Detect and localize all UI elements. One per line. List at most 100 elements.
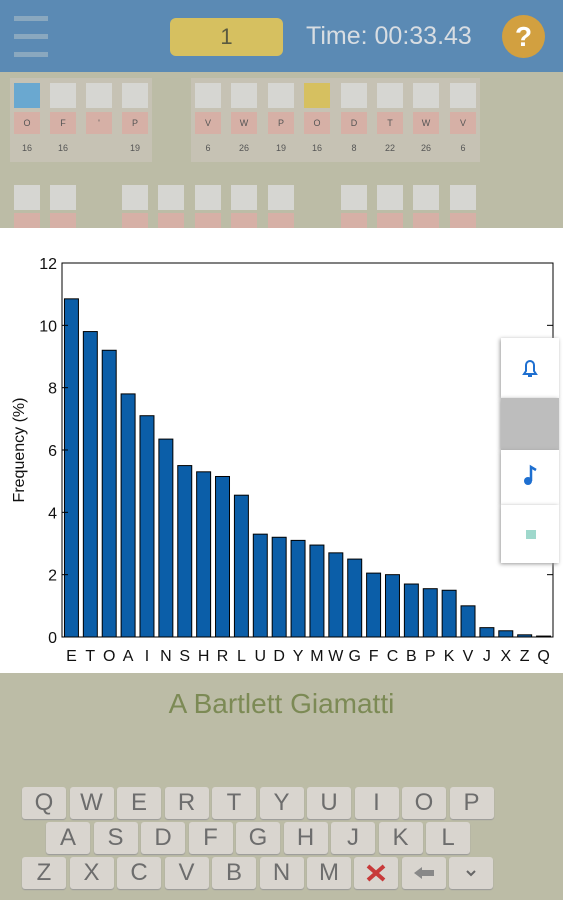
tile-input[interactable] bbox=[195, 185, 221, 210]
tile-input[interactable] bbox=[413, 185, 439, 210]
key[interactable]: V bbox=[164, 857, 209, 889]
key[interactable]: E bbox=[117, 787, 161, 819]
tile-letter: F bbox=[50, 112, 76, 134]
music-button[interactable] bbox=[501, 450, 559, 505]
bar bbox=[422, 588, 438, 638]
delete-key[interactable] bbox=[354, 857, 398, 889]
bar bbox=[479, 627, 495, 638]
m-button[interactable] bbox=[501, 505, 559, 563]
tile-letter: V bbox=[195, 112, 221, 134]
x-tick-label: U bbox=[255, 648, 267, 665]
tile-input[interactable] bbox=[341, 83, 367, 108]
x-tick-label: T bbox=[85, 648, 95, 665]
tile-input[interactable] bbox=[122, 83, 148, 108]
key[interactable]: S bbox=[93, 822, 138, 854]
tile-input[interactable] bbox=[413, 83, 439, 108]
x-tick-label: J bbox=[483, 648, 491, 665]
key[interactable]: L bbox=[426, 822, 470, 854]
key[interactable]: W bbox=[69, 787, 114, 819]
key[interactable]: Q bbox=[22, 787, 66, 819]
tile-input[interactable] bbox=[231, 185, 257, 210]
key[interactable]: U bbox=[307, 787, 351, 819]
key[interactable]: M bbox=[307, 857, 351, 889]
key[interactable]: Y bbox=[259, 787, 304, 819]
key[interactable]: B bbox=[212, 857, 256, 889]
key[interactable]: H bbox=[283, 822, 328, 854]
backspace-key[interactable] bbox=[402, 857, 446, 889]
x-tick-label: V bbox=[463, 648, 474, 665]
tile-input[interactable] bbox=[86, 83, 112, 108]
tile-letter: ' bbox=[86, 112, 112, 134]
key[interactable]: T bbox=[212, 787, 256, 819]
tile-input[interactable] bbox=[231, 83, 257, 108]
bar bbox=[120, 393, 136, 638]
tile-number: 26 bbox=[238, 143, 249, 153]
key[interactable]: N bbox=[259, 857, 304, 889]
key[interactable]: F bbox=[188, 822, 233, 854]
bar bbox=[366, 572, 382, 638]
y-tick-label: 2 bbox=[48, 568, 57, 585]
bell-button[interactable] bbox=[501, 338, 559, 398]
x-tick-label: H bbox=[198, 648, 210, 665]
y-tick-label: 8 bbox=[48, 381, 57, 398]
key[interactable]: K bbox=[378, 822, 423, 854]
tile-input[interactable] bbox=[14, 185, 40, 210]
tile-input[interactable] bbox=[195, 83, 221, 108]
m-icon bbox=[526, 530, 536, 539]
key[interactable]: P bbox=[449, 787, 494, 819]
menu-button[interactable] bbox=[14, 14, 48, 58]
tile-input[interactable] bbox=[14, 83, 40, 108]
x-tick-label: Z bbox=[520, 648, 530, 665]
tile-input[interactable] bbox=[377, 83, 403, 108]
tile-letter: O bbox=[14, 112, 40, 134]
key[interactable]: G bbox=[236, 822, 280, 854]
key[interactable]: A bbox=[46, 822, 90, 854]
tile-number: 26 bbox=[420, 143, 431, 153]
x-tick-label: M bbox=[310, 648, 323, 665]
x-tick-label: Y bbox=[293, 648, 304, 665]
tile-input[interactable] bbox=[304, 83, 330, 108]
key[interactable]: O bbox=[402, 787, 446, 819]
bar bbox=[441, 589, 457, 638]
chevron-icon bbox=[466, 870, 476, 877]
tile-input[interactable] bbox=[50, 185, 76, 210]
x-tick-label: P bbox=[425, 648, 436, 665]
tile-input[interactable] bbox=[450, 83, 476, 108]
level-box[interactable]: 1 bbox=[170, 18, 283, 56]
hide-key[interactable] bbox=[449, 857, 493, 889]
tile-input[interactable] bbox=[122, 185, 148, 210]
key[interactable]: C bbox=[117, 857, 161, 889]
tile-input[interactable] bbox=[268, 83, 294, 108]
tile-input[interactable] bbox=[158, 185, 184, 210]
key[interactable]: I bbox=[354, 787, 399, 819]
tile-letter: D bbox=[341, 112, 367, 134]
tile-number: 6 bbox=[205, 143, 211, 153]
tile-input[interactable] bbox=[341, 185, 367, 210]
key[interactable]: J bbox=[331, 822, 375, 854]
key[interactable]: D bbox=[141, 822, 185, 854]
tile-input[interactable] bbox=[268, 185, 294, 210]
blank-button[interactable] bbox=[501, 398, 559, 450]
tile-number: 19 bbox=[275, 143, 286, 153]
key[interactable]: Z bbox=[22, 857, 66, 889]
x-tick-label: L bbox=[237, 648, 246, 665]
x-tick-label: X bbox=[500, 648, 511, 665]
tile-input[interactable] bbox=[377, 185, 403, 210]
bar bbox=[347, 558, 363, 638]
bar bbox=[460, 605, 476, 638]
y-tick-label: 4 bbox=[48, 505, 57, 522]
tile-input[interactable] bbox=[450, 185, 476, 210]
backspace-icon bbox=[414, 867, 434, 879]
help-button[interactable]: ? bbox=[502, 15, 545, 58]
tile-letter: W bbox=[413, 112, 439, 134]
bar bbox=[158, 438, 174, 638]
key[interactable]: X bbox=[69, 857, 114, 889]
tile-input[interactable] bbox=[50, 83, 76, 108]
bar bbox=[82, 331, 98, 638]
tile-number: 16 bbox=[311, 143, 322, 153]
x-tick-label: A bbox=[123, 648, 134, 665]
tile-letter bbox=[231, 213, 257, 228]
bar bbox=[177, 465, 193, 638]
key[interactable]: R bbox=[164, 787, 209, 819]
